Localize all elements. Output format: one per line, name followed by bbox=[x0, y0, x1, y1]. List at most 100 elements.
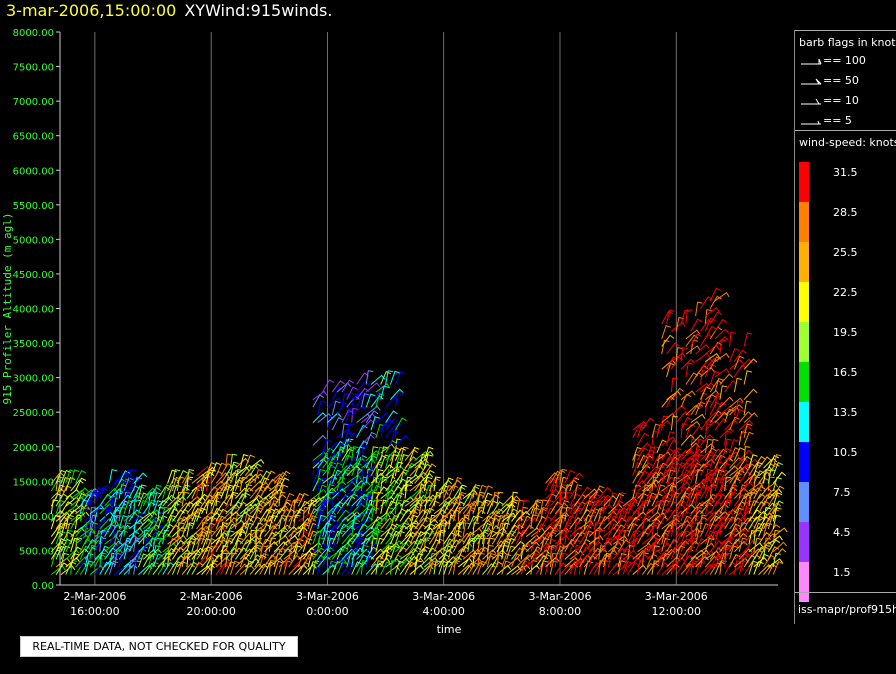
wind-profile-plot: 0.00500.001000.001500.002000.002500.0030… bbox=[0, 0, 794, 640]
wind-barb bbox=[279, 471, 290, 483]
y-tick-label: 3000.00 bbox=[13, 374, 54, 385]
wind-barb bbox=[754, 562, 764, 575]
wind-barb bbox=[671, 406, 685, 415]
wind-barb bbox=[429, 515, 436, 529]
speed-legend-label: 31.5 bbox=[833, 166, 858, 179]
barb-symbol-icon bbox=[799, 55, 823, 67]
x-tick-time-label: 20:00:00 bbox=[186, 605, 235, 618]
wind-barb bbox=[734, 378, 742, 392]
speed-color-swatch bbox=[799, 402, 809, 442]
wind-barb bbox=[691, 340, 698, 354]
barb-symbol-icon bbox=[799, 75, 823, 87]
x-tick-time-label: 12:00:00 bbox=[652, 605, 701, 618]
wind-barb bbox=[318, 401, 326, 415]
wind-barb bbox=[153, 485, 161, 499]
y-tick-label: 0.00 bbox=[32, 581, 54, 592]
wind-barb bbox=[269, 538, 276, 552]
x-tick-time-label: 4:00:00 bbox=[423, 605, 465, 618]
wind-barb bbox=[100, 486, 111, 499]
wind-barb bbox=[671, 416, 677, 430]
speed-color-swatch bbox=[799, 362, 809, 402]
wind-barb bbox=[555, 536, 569, 544]
wind-barb bbox=[172, 501, 181, 514]
wind-barb bbox=[545, 500, 554, 513]
speed-legend-label: 16.5 bbox=[833, 366, 858, 379]
barb-legend-item: == 5 bbox=[799, 114, 852, 127]
wind-barb bbox=[657, 440, 667, 453]
wind-barb bbox=[584, 561, 593, 574]
wind-barb bbox=[715, 329, 729, 339]
y-tick-label: 7000.00 bbox=[13, 97, 54, 108]
speed-color-swatch bbox=[799, 522, 809, 562]
barb-legend-label: == 5 bbox=[823, 114, 852, 127]
speed-legend-label: 19.5 bbox=[833, 326, 858, 339]
speed-color-swatch bbox=[799, 162, 809, 202]
wind-barb bbox=[478, 508, 484, 522]
speed-color-swatch bbox=[799, 202, 809, 242]
wind-barb bbox=[696, 402, 706, 415]
barb-legend-label: == 100 bbox=[823, 54, 866, 67]
speed-color-swatch bbox=[799, 442, 809, 482]
wind-barb bbox=[390, 470, 399, 483]
y-tick-label: 5500.00 bbox=[13, 201, 54, 212]
wind-barb bbox=[773, 562, 783, 575]
wind-barb bbox=[691, 415, 705, 423]
wind-barb bbox=[352, 562, 362, 575]
y-tick-label: 500.00 bbox=[19, 546, 54, 557]
wind-barb bbox=[744, 432, 754, 445]
legend-divider bbox=[795, 130, 896, 131]
wind-profile-column bbox=[487, 492, 525, 574]
speed-color-swatch bbox=[799, 242, 809, 282]
wind-barb bbox=[715, 369, 729, 377]
wind-barb bbox=[458, 565, 472, 574]
wind-barb bbox=[667, 395, 677, 408]
speed-legend-label: 4.5 bbox=[833, 526, 851, 539]
y-tick-label: 5000.00 bbox=[13, 235, 54, 246]
wind-barb bbox=[638, 448, 649, 461]
wind-barb bbox=[313, 436, 326, 446]
x-axis-label: time bbox=[437, 623, 462, 636]
y-tick-label: 8000.00 bbox=[13, 28, 54, 39]
barb-symbol-icon bbox=[799, 115, 823, 127]
wind-barb bbox=[487, 554, 496, 568]
wind-barb bbox=[274, 478, 284, 491]
wind-profile-column bbox=[226, 454, 264, 574]
wind-barb bbox=[235, 478, 244, 491]
data-source-label: iss-mapr/prof915h bbox=[798, 603, 896, 616]
barb-legend-item: == 100 bbox=[799, 54, 866, 67]
wind-barb bbox=[541, 500, 548, 514]
wind-profile-column bbox=[749, 455, 787, 575]
wind-barb bbox=[182, 553, 190, 567]
y-tick-label: 3500.00 bbox=[13, 339, 54, 350]
wind-barb bbox=[240, 455, 248, 469]
wind-barb bbox=[323, 380, 334, 392]
barb-symbol-icon bbox=[799, 95, 823, 107]
wind-barb bbox=[638, 532, 649, 544]
wind-profile-column bbox=[139, 485, 177, 575]
wind-barb bbox=[352, 406, 366, 415]
wind-barb bbox=[395, 436, 408, 446]
y-tick-label: 6000.00 bbox=[13, 166, 54, 177]
wind-profile-column bbox=[691, 288, 729, 574]
x-tick-time-label: 0:00:00 bbox=[306, 605, 348, 618]
wind-profile-column bbox=[429, 477, 466, 574]
wind-profile-column bbox=[80, 486, 118, 575]
wind-barb bbox=[705, 401, 711, 415]
wind-barb bbox=[720, 340, 726, 354]
wind-barb bbox=[608, 553, 616, 567]
y-tick-label: 1000.00 bbox=[13, 512, 54, 523]
speed-color-swatch bbox=[799, 562, 809, 602]
wind-barb bbox=[715, 379, 724, 393]
wind-barb bbox=[192, 563, 203, 575]
wind-barb bbox=[744, 333, 752, 347]
wind-barb bbox=[332, 401, 340, 415]
wind-profile-column bbox=[604, 493, 642, 575]
x-tick-time-label: 16:00:00 bbox=[70, 605, 119, 618]
speed-legend-label: 25.5 bbox=[833, 246, 858, 259]
speed-legend-label: 1.5 bbox=[833, 566, 851, 579]
wind-barb bbox=[681, 310, 690, 323]
wind-barb bbox=[395, 372, 405, 385]
wind-barb bbox=[686, 346, 700, 354]
wind-barb bbox=[163, 530, 170, 544]
y-axis-label: 915 Profiler Altitude (m agl) bbox=[1, 212, 14, 404]
